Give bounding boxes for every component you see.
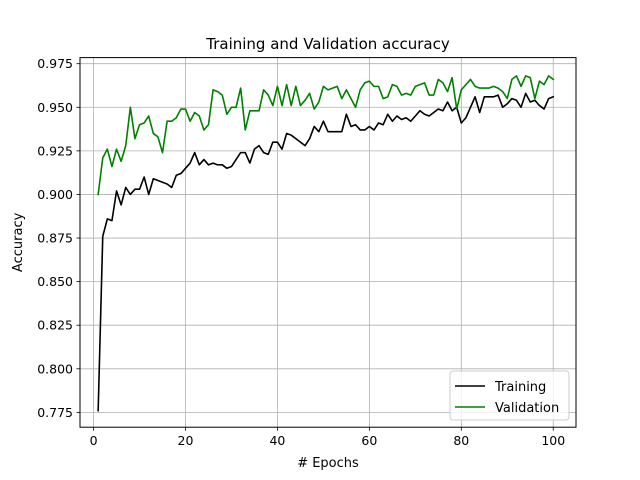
series-lines xyxy=(97,75,555,412)
y-tick-label: 0.800 xyxy=(37,361,73,376)
y-tick-label: 0.850 xyxy=(37,274,73,289)
y-tick-label: 0.875 xyxy=(37,231,73,246)
y-tick-label: 0.900 xyxy=(37,187,73,202)
series-line-training xyxy=(97,92,555,412)
x-tick-label: 80 xyxy=(453,433,469,448)
x-tick-label: 0 xyxy=(90,433,98,448)
x-tick-label: 20 xyxy=(178,433,194,448)
grid xyxy=(80,57,576,428)
legend-label-training: Training xyxy=(494,380,546,395)
x-tick-label: 40 xyxy=(269,433,285,448)
y-tick-label: 0.950 xyxy=(37,100,73,115)
x-axis-label: # Epochs xyxy=(297,456,359,471)
series-line-validation xyxy=(97,75,555,196)
chart-title: Training and Validation accuracy xyxy=(205,35,450,53)
legend: Training Validation xyxy=(449,370,570,421)
y-axis-label: Accuracy xyxy=(11,212,26,272)
axis-ticks: 0 20 40 60 80 100 0.775 0.800 0.825 0.850 0.875 0.9… xyxy=(37,56,565,448)
y-tick-label: 0.825 xyxy=(37,318,73,333)
legend-label-validation: Validation xyxy=(495,401,559,416)
plot-frame xyxy=(79,57,577,428)
y-tick-label: 0.775 xyxy=(37,405,73,420)
x-tick-label: 100 xyxy=(541,433,565,448)
y-tick-label: 0.975 xyxy=(37,56,73,71)
x-tick-label: 60 xyxy=(361,433,377,448)
y-tick-label: 0.925 xyxy=(37,143,73,158)
